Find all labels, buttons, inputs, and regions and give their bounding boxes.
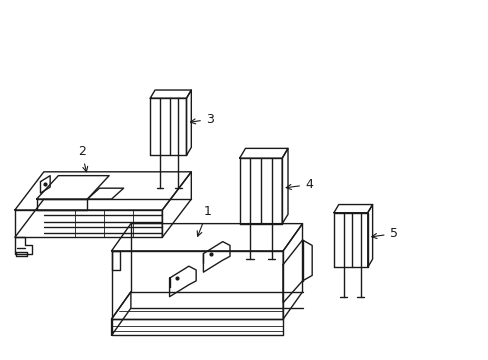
Text: 3: 3: [190, 113, 213, 126]
Text: 2: 2: [78, 145, 87, 172]
Text: 4: 4: [285, 178, 312, 191]
Text: 5: 5: [371, 227, 397, 240]
Text: 1: 1: [197, 206, 211, 236]
